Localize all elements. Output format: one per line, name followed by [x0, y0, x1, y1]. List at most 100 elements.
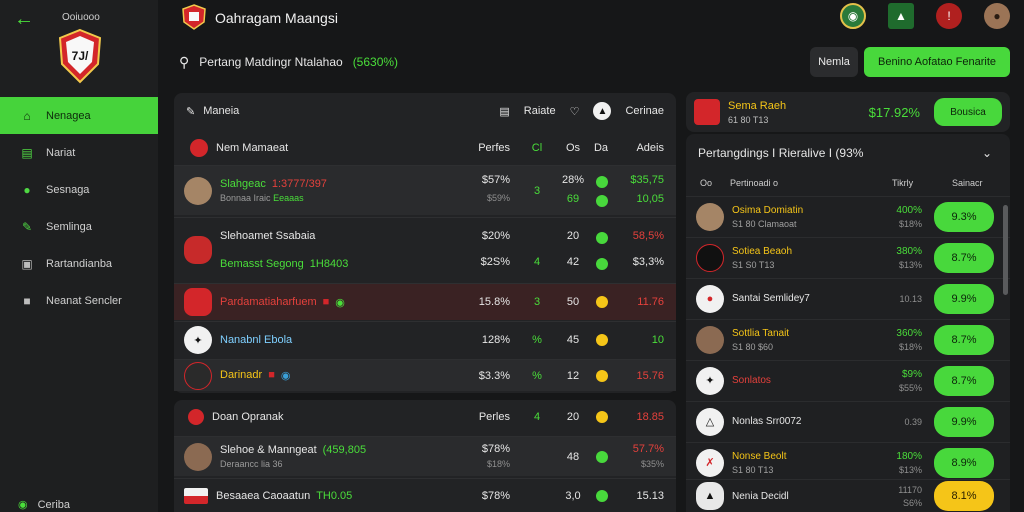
- col-b: Pertinoadi o: [730, 178, 779, 188]
- table-row[interactable]: Besaaea Caoaatun TH0.05 $78% 3,0 15.13: [174, 478, 676, 512]
- table-row[interactable]: Slahgeac 1:3777/397 Bonnaa Iraic Eeaaas $…: [174, 165, 676, 215]
- row-b: %: [532, 334, 542, 346]
- ranking-row[interactable]: Sotiea Beaoh S1 S0 T13 380% $13% 8.7%: [686, 237, 1010, 277]
- heart-icon[interactable]: ♡: [569, 105, 580, 118]
- row-e: 10: [651, 334, 664, 346]
- col-c: 20: [566, 411, 580, 423]
- row-e2: $35%: [640, 459, 664, 469]
- row-v1: 380%: [896, 245, 922, 257]
- second-panel: Doan Opranak Perles 4 20 18.85 Slehoe & …: [174, 400, 676, 512]
- row-pill[interactable]: 9.3%: [934, 201, 994, 232]
- row-sub: Deraancc lia 36: [220, 459, 283, 469]
- rankings-title: Pertangdings I Rieralive I (93%: [698, 146, 864, 160]
- chevron-down-icon[interactable]: ⌄: [981, 146, 992, 160]
- sidebar-item-label: Nariat: [46, 146, 76, 159]
- back-arrow-icon[interactable]: ←: [14, 8, 34, 30]
- ball-icon: ▲: [593, 102, 612, 120]
- sidebar-item-4[interactable]: ✎ Semlinga: [0, 208, 158, 245]
- sidebar-item-3[interactable]: ● Sesnaga: [0, 171, 158, 208]
- sidebar-item-5[interactable]: ▣ Rartandianba: [0, 245, 158, 282]
- col-name: Nem Mamaeat: [216, 142, 289, 154]
- notification-icon[interactable]: ▲: [888, 3, 914, 29]
- ranking-row[interactable]: Sottlia Tanait S1 80 $60 360% $18% 8.7%: [686, 319, 1010, 359]
- row-name: Nonlas Srr0072: [732, 416, 802, 427]
- row-name: Osima Domiatin: [732, 204, 804, 216]
- row-v1: $9%: [901, 368, 922, 380]
- table-row[interactable]: ✦ Nanabnl Ebola 128% % 45 10: [174, 321, 676, 358]
- player-avatar: [184, 442, 212, 471]
- brand-text: Ooiuooo: [62, 12, 100, 23]
- sidebar-item-1[interactable]: ⌂ Nenagea: [0, 97, 158, 134]
- table-row[interactable]: Slehoamet Ssabaia Bemasst Segong 1H8403 $…: [174, 217, 676, 281]
- row-a: $78%: [481, 489, 510, 502]
- status-dot: [596, 232, 608, 244]
- featured-card[interactable]: Sema Raeh 61 80 T13 $17.92% Bousica: [686, 92, 1010, 132]
- row-c: 28%: [561, 174, 585, 186]
- scrollbar[interactable]: [1003, 205, 1008, 295]
- row-pill[interactable]: 9.9%: [934, 283, 994, 314]
- club-badge-icon[interactable]: ◉: [840, 3, 866, 29]
- ranking-row[interactable]: ✦ Sonlatos $9% $55% 8.7%: [686, 360, 1010, 400]
- primary-button[interactable]: Benino Aofatao Fenarite: [864, 47, 1010, 77]
- row-sub: S1 80 $60: [732, 341, 774, 352]
- sidebar-item-label: Semlinga: [46, 220, 92, 233]
- ranking-row[interactable]: △ Nonlas Srr0072 0.39 9.9%: [686, 401, 1010, 441]
- table-row[interactable]: Darinadr ■ ◉ $3.3% % 12 15.76: [174, 359, 676, 391]
- badge-icon: ◉: [335, 296, 345, 309]
- team-crest-icon: [184, 235, 212, 264]
- sidebar-item-6[interactable]: ■ Neanat Sencler: [0, 282, 158, 319]
- search-bar[interactable]: ⚲ Pertang Matdingr Ntalahao (5630%): [175, 46, 785, 78]
- ranking-row[interactable]: ✗ Nonse Beolt S1 80 T13 180% $13% 8.9%: [686, 442, 1010, 482]
- ranking-row[interactable]: ▲ Nenia Decidl 11170 S6% 8.1%: [686, 479, 1010, 512]
- row-pill[interactable]: 8.9%: [934, 447, 994, 478]
- edit-icon[interactable]: ✎: [186, 105, 196, 118]
- sidebar-item-2[interactable]: ▤ Nariat: [0, 134, 158, 171]
- row-sub-2: 1H8403: [309, 257, 349, 270]
- row-e2: 10,05: [636, 193, 664, 205]
- status-dot: [596, 490, 608, 502]
- doc-icon[interactable]: ▤: [499, 105, 510, 118]
- search-text: Pertang Matdingr Ntalahao: [199, 55, 343, 69]
- row-v1: 180%: [896, 450, 922, 462]
- avatar[interactable]: ●: [984, 3, 1010, 29]
- sidebar-nav: ⌂ Nenagea ▤ Nariat ● Sesnaga ✎ Semlinga ▣ Rar…: [0, 97, 158, 319]
- row-name: Slehoe & Manngeat: [220, 444, 317, 456]
- row-pill[interactable]: 8.7%: [934, 365, 994, 396]
- team-crest-icon: ✦: [696, 366, 724, 395]
- row-e: 58,5%: [632, 230, 664, 242]
- row-pill[interactable]: 9.9%: [934, 406, 994, 437]
- row-sub: S1 80 T13: [732, 464, 774, 475]
- row-v2: $13%: [898, 259, 922, 270]
- row-v1: 360%: [896, 327, 922, 339]
- team-crest-icon: [184, 361, 212, 390]
- row-c: 50: [566, 296, 580, 308]
- chat-icon: ●: [23, 182, 31, 197]
- rankings-header: Oo Pertinoadi o Tikrly Sainacr: [686, 172, 1010, 194]
- card-button[interactable]: Bousica: [934, 98, 1002, 126]
- row-c: 20: [566, 230, 580, 242]
- status-dot: [596, 370, 608, 382]
- col-c: Tikrly: [892, 178, 914, 188]
- rankings-panel: Pertangdings I Rieralive I (93% ⌄ Oo Per…: [686, 134, 1010, 512]
- row-name: Pardamatiaharfuem: [220, 295, 317, 308]
- ranking-row[interactable]: ● Santai Semlidey7 10.13 9.9%: [686, 278, 1010, 318]
- row-a2: $59%: [486, 193, 510, 203]
- row-pill[interactable]: 8.7%: [934, 324, 994, 355]
- home-icon: ⌂: [23, 108, 31, 123]
- row-b: 3: [533, 296, 541, 308]
- table-row[interactable]: Pardamatiaharfuem ■ ◉ 15.8% 3 50 11.76: [174, 283, 676, 320]
- alert-icon[interactable]: !: [936, 3, 962, 29]
- row-v1: 10.13: [899, 293, 922, 304]
- status-dot: [596, 258, 608, 270]
- col-c: Os: [565, 142, 581, 154]
- row-c: 12: [566, 369, 580, 382]
- secondary-button[interactable]: Nemla: [810, 47, 858, 77]
- table-row[interactable]: Slehoe & Manngeat (459,805 Deraancc lia 3…: [174, 436, 676, 476]
- sidebar-bottom[interactable]: ◉ Ceriba: [18, 498, 70, 512]
- table-header: Nem Mamaeat Perfes Cl Os Da Adeis: [174, 133, 676, 163]
- app-logo-icon: [182, 4, 206, 30]
- ranking-row[interactable]: Osima Domiatin S1 80 Clamaoat 400% $18% 9.…: [686, 196, 1010, 236]
- row-pill[interactable]: 8.7%: [934, 242, 994, 273]
- row-pill[interactable]: 8.1%: [934, 481, 994, 511]
- row-name: Slahgeac: [220, 178, 266, 190]
